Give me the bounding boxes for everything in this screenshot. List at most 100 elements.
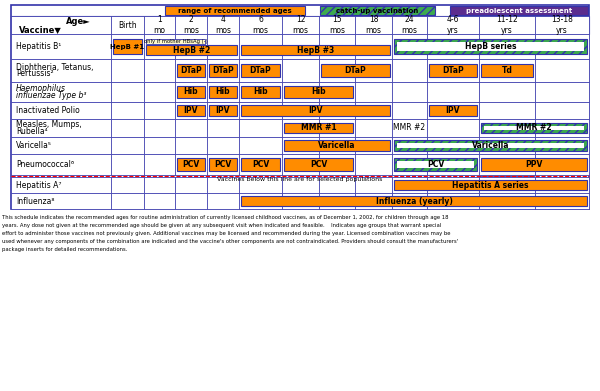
Text: PPV: PPV bbox=[526, 160, 542, 169]
Bar bbox=[355, 16, 392, 34]
Bar bbox=[239, 119, 282, 137]
Bar bbox=[239, 16, 282, 34]
Bar bbox=[11, 102, 111, 119]
Bar bbox=[209, 86, 237, 98]
Bar bbox=[392, 16, 427, 34]
Bar bbox=[209, 158, 237, 171]
Bar bbox=[241, 196, 587, 206]
Text: DTaP: DTaP bbox=[180, 66, 202, 75]
Text: Td: Td bbox=[502, 66, 512, 75]
Text: HepB #2: HepB #2 bbox=[173, 46, 210, 55]
Bar bbox=[481, 123, 587, 133]
Bar bbox=[175, 177, 207, 193]
Text: PCV: PCV bbox=[182, 160, 200, 169]
Bar bbox=[11, 5, 589, 209]
Bar bbox=[11, 119, 111, 137]
Bar bbox=[427, 34, 479, 59]
Bar bbox=[146, 45, 237, 55]
Bar bbox=[535, 154, 589, 175]
Bar bbox=[479, 34, 535, 59]
Bar bbox=[207, 102, 239, 119]
Bar bbox=[535, 34, 589, 59]
Bar bbox=[111, 59, 144, 82]
Bar bbox=[239, 154, 282, 175]
Text: Hib: Hib bbox=[215, 88, 230, 97]
Bar bbox=[239, 59, 282, 82]
Bar bbox=[479, 137, 535, 154]
Bar bbox=[282, 137, 319, 154]
Text: effort to administer those vaccines not previously given. Additional vaccines ma: effort to administer those vaccines not … bbox=[2, 231, 451, 236]
Bar bbox=[11, 16, 589, 34]
Text: PCV: PCV bbox=[427, 160, 444, 169]
Bar bbox=[111, 193, 144, 209]
Bar bbox=[239, 193, 282, 209]
Bar bbox=[11, 154, 111, 175]
Bar bbox=[319, 34, 355, 59]
Text: years. Any dose not given at the recommended age should be given at any subseque: years. Any dose not given at the recomme… bbox=[2, 223, 441, 228]
Bar bbox=[427, 102, 479, 119]
Text: PCV: PCV bbox=[214, 160, 232, 169]
Bar bbox=[239, 137, 282, 154]
Bar bbox=[144, 154, 175, 175]
Bar bbox=[282, 34, 319, 59]
Bar bbox=[111, 154, 144, 175]
Text: 12
mos: 12 mos bbox=[293, 15, 308, 35]
Bar bbox=[146, 39, 205, 44]
Bar bbox=[392, 102, 427, 119]
Bar bbox=[282, 154, 319, 175]
Text: This schedule indicates the recommended ages for routine administration of curre: This schedule indicates the recommended … bbox=[2, 215, 449, 220]
Bar bbox=[284, 158, 353, 171]
Text: Varicella⁵: Varicella⁵ bbox=[16, 141, 52, 150]
Bar bbox=[144, 119, 175, 137]
Bar bbox=[111, 34, 144, 59]
Bar bbox=[392, 34, 427, 59]
Bar bbox=[394, 158, 477, 171]
Bar bbox=[241, 45, 390, 55]
Bar bbox=[11, 177, 589, 193]
Text: Varicella: Varicella bbox=[472, 141, 509, 150]
Text: Varicella: Varicella bbox=[318, 141, 356, 150]
Bar bbox=[207, 16, 239, 34]
Bar bbox=[177, 106, 205, 116]
Bar bbox=[535, 82, 589, 102]
Bar bbox=[11, 34, 589, 59]
Bar bbox=[11, 34, 111, 59]
Text: Age►: Age► bbox=[66, 18, 91, 27]
Bar bbox=[207, 119, 239, 137]
Bar bbox=[282, 102, 319, 119]
Text: DTaP: DTaP bbox=[250, 66, 271, 75]
Text: range of recommended ages: range of recommended ages bbox=[178, 7, 292, 14]
Text: 24
mos: 24 mos bbox=[401, 15, 418, 35]
Text: 4
mos: 4 mos bbox=[215, 15, 231, 35]
Text: Rubella⁴: Rubella⁴ bbox=[16, 127, 47, 136]
Bar bbox=[355, 193, 392, 209]
Bar bbox=[239, 34, 282, 59]
Text: DTaP: DTaP bbox=[442, 66, 464, 75]
Bar bbox=[177, 64, 205, 77]
Text: 4-6
yrs: 4-6 yrs bbox=[447, 15, 459, 35]
Bar bbox=[355, 137, 392, 154]
Bar bbox=[144, 16, 175, 34]
Bar bbox=[144, 59, 175, 82]
Bar bbox=[355, 119, 392, 137]
Bar bbox=[479, 82, 535, 102]
Bar bbox=[355, 102, 392, 119]
Bar bbox=[207, 177, 239, 193]
Bar bbox=[319, 102, 355, 119]
Bar bbox=[241, 64, 280, 77]
Text: Pertussis²: Pertussis² bbox=[16, 70, 53, 79]
Text: Measles, Mumps,: Measles, Mumps, bbox=[16, 120, 82, 129]
Text: Birth: Birth bbox=[118, 20, 137, 29]
Bar bbox=[479, 154, 535, 175]
Bar bbox=[479, 177, 535, 193]
Bar bbox=[11, 193, 111, 209]
Text: Vaccines below this line are for selected populations: Vaccines below this line are for selecte… bbox=[217, 176, 383, 181]
Bar bbox=[282, 16, 319, 34]
Bar bbox=[175, 59, 207, 82]
Text: used whenever any components of the combination are indicated and the vaccine's : used whenever any components of the comb… bbox=[2, 239, 458, 244]
Bar bbox=[479, 34, 535, 209]
Bar bbox=[111, 102, 144, 119]
Bar bbox=[11, 82, 589, 102]
Text: preadolescent assessment: preadolescent assessment bbox=[466, 7, 572, 14]
Bar bbox=[479, 59, 535, 82]
